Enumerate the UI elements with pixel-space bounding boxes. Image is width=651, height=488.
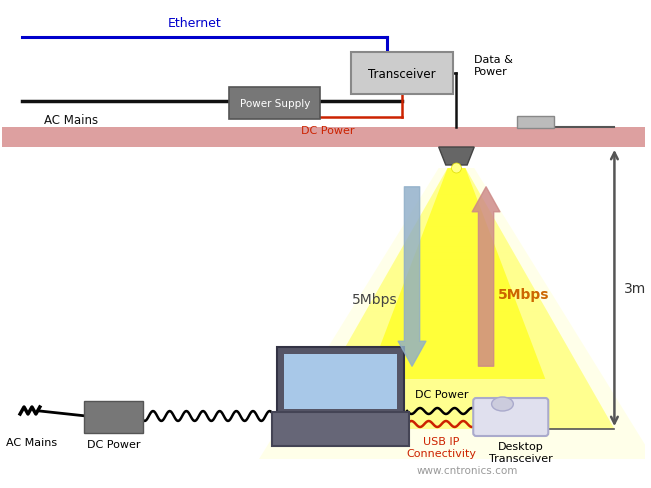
Text: Power Supply: Power Supply — [240, 99, 310, 109]
Polygon shape — [407, 234, 506, 240]
Polygon shape — [299, 169, 615, 429]
Polygon shape — [399, 247, 514, 253]
Polygon shape — [336, 358, 577, 364]
Text: DC Power: DC Power — [301, 126, 355, 136]
FancyBboxPatch shape — [84, 401, 143, 433]
Polygon shape — [368, 169, 546, 379]
Polygon shape — [354, 325, 559, 331]
FancyBboxPatch shape — [351, 53, 454, 95]
Polygon shape — [433, 188, 480, 195]
Text: AC Mains: AC Mains — [7, 437, 57, 447]
Polygon shape — [421, 208, 492, 214]
Text: Desktop
Transceiver: Desktop Transceiver — [489, 441, 553, 464]
FancyArrowPatch shape — [472, 187, 500, 366]
Polygon shape — [414, 221, 499, 227]
Polygon shape — [440, 175, 473, 182]
Polygon shape — [395, 253, 518, 260]
FancyBboxPatch shape — [473, 398, 548, 436]
Polygon shape — [373, 292, 540, 299]
Polygon shape — [377, 286, 536, 292]
Circle shape — [452, 163, 462, 174]
Text: DC Power: DC Power — [415, 389, 469, 399]
Text: Transceiver: Transceiver — [368, 67, 436, 81]
Polygon shape — [328, 370, 585, 377]
FancyBboxPatch shape — [272, 412, 409, 446]
Ellipse shape — [492, 397, 514, 411]
Polygon shape — [439, 148, 474, 165]
Polygon shape — [436, 182, 477, 188]
Polygon shape — [384, 273, 529, 279]
Polygon shape — [429, 195, 484, 201]
Text: Data &
Power: Data & Power — [474, 55, 513, 77]
Polygon shape — [403, 240, 510, 247]
Polygon shape — [410, 227, 503, 234]
FancyBboxPatch shape — [284, 354, 397, 409]
Text: www.cntronics.com: www.cntronics.com — [417, 465, 518, 475]
Polygon shape — [332, 364, 581, 370]
Polygon shape — [313, 397, 600, 403]
Polygon shape — [351, 331, 562, 338]
Polygon shape — [317, 390, 596, 397]
Polygon shape — [347, 338, 566, 345]
Polygon shape — [418, 214, 495, 221]
Polygon shape — [425, 201, 488, 208]
Text: 5Mbps: 5Mbps — [498, 287, 549, 302]
Polygon shape — [358, 319, 555, 325]
Polygon shape — [366, 305, 547, 312]
Polygon shape — [388, 266, 525, 273]
FancyBboxPatch shape — [3, 128, 645, 148]
Polygon shape — [362, 312, 551, 319]
Text: Ethernet: Ethernet — [168, 17, 222, 30]
Text: USB IP
Connectivity: USB IP Connectivity — [407, 436, 477, 458]
Polygon shape — [343, 345, 570, 351]
Polygon shape — [321, 384, 592, 390]
Polygon shape — [369, 299, 544, 305]
Polygon shape — [325, 377, 589, 384]
Text: 3m: 3m — [624, 282, 646, 295]
Text: DC Power: DC Power — [87, 439, 140, 449]
FancyBboxPatch shape — [517, 117, 554, 129]
FancyBboxPatch shape — [277, 347, 404, 416]
Polygon shape — [339, 351, 574, 358]
Polygon shape — [380, 279, 533, 286]
FancyBboxPatch shape — [229, 88, 320, 120]
Text: 5Mbps: 5Mbps — [352, 292, 397, 306]
FancyArrowPatch shape — [398, 187, 426, 366]
Polygon shape — [299, 423, 615, 429]
Polygon shape — [302, 416, 611, 423]
Polygon shape — [392, 260, 521, 266]
Polygon shape — [306, 409, 607, 416]
Text: AC Mains: AC Mains — [44, 114, 98, 127]
Polygon shape — [259, 169, 651, 459]
Polygon shape — [444, 169, 469, 175]
Polygon shape — [310, 403, 603, 409]
